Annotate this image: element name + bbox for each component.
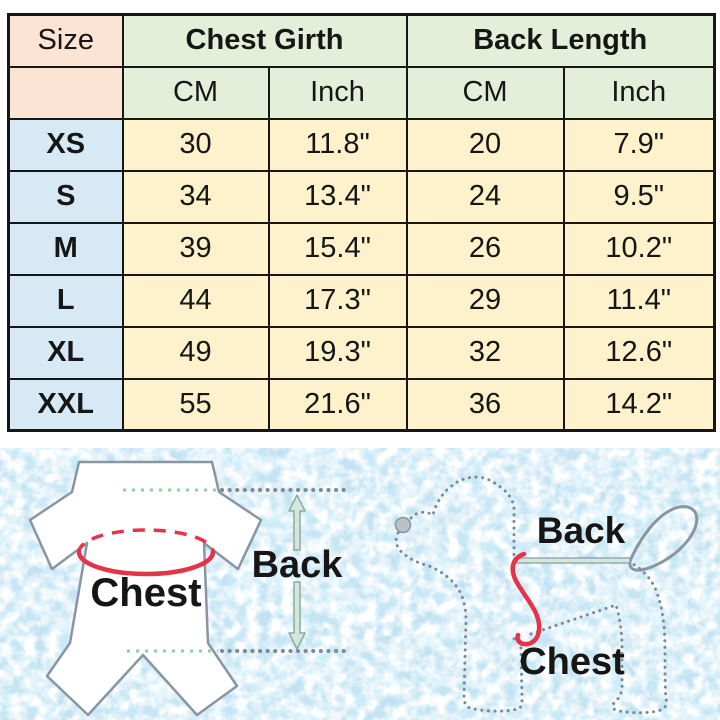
size-label-cell: XXL: [7, 377, 124, 432]
chest-inch-cell: 11.8": [267, 117, 408, 172]
dog-back-label: Back: [537, 510, 626, 551]
dog-chest-label: Chest: [519, 641, 625, 683]
back-cm-cell: 20: [405, 117, 565, 172]
dog-tail-outline: [628, 505, 699, 572]
back-inch-cell: 12.6": [562, 325, 716, 380]
size-label-cell: M: [7, 221, 124, 276]
empty-cell: [7, 65, 124, 120]
garment-back-label: Back: [252, 544, 344, 586]
chest-inch-unit-cell: Inch: [267, 65, 408, 120]
back-inch-cell: 10.2": [562, 221, 716, 276]
chest-cm-unit-cell: CM: [121, 65, 270, 120]
chest-cm-cell: 39: [121, 221, 270, 276]
table-units-row: CM Inch CM Inch: [7, 65, 716, 120]
chest-cm-cell: 49: [121, 325, 270, 380]
back-cm-unit-cell: CM: [405, 65, 565, 120]
dog-head-chain: [409, 475, 516, 559]
back-cm-cell: 29: [405, 273, 565, 328]
garment-chest-label: Chest: [90, 571, 201, 615]
chest-inch-cell: 19.3": [267, 325, 408, 380]
size-label-cell: XL: [7, 325, 124, 380]
size-header-cell: Size: [7, 13, 124, 68]
chest-cm-cell: 55: [121, 377, 270, 432]
back-inch-cell: 11.4": [562, 273, 716, 328]
chest-inch-cell: 17.3": [267, 273, 408, 328]
size-label-cell: XS: [7, 117, 124, 172]
garment-outline: [28, 460, 263, 717]
dog-back-measure-bar: [516, 557, 631, 564]
back-arrow-down-icon: [288, 581, 306, 650]
back-cm-cell: 24: [405, 169, 565, 224]
dog-front-chain: [394, 531, 524, 713]
chest-inch-cell: 13.4": [267, 169, 408, 224]
garment-flat-lay: Chest Back: [28, 460, 349, 717]
dog-chest-measure-curve: [510, 551, 542, 647]
chest-girth-header-cell: Chest Girth: [121, 13, 408, 68]
chest-cm-cell: 30: [121, 117, 270, 172]
table-header-row: Size Chest Girth Back Length: [7, 13, 716, 68]
dog-outline: Back Chest: [394, 475, 699, 715]
back-length-header-cell: Back Length: [405, 13, 716, 68]
back-cm-cell: 26: [405, 221, 565, 276]
back-arrow-up-icon: [288, 494, 306, 551]
back-inch-cell: 14.2": [562, 377, 716, 432]
table-row: S 34 13.4" 24 9.5": [7, 169, 716, 224]
size-table: Size Chest Girth Back Length CM Inch CM …: [7, 13, 716, 432]
chest-inch-cell: 15.4": [267, 221, 408, 276]
measurement-diagram: Chest Back Back Chest: [0, 448, 720, 720]
table-row: XXL 55 21.6" 36 14.2": [7, 377, 716, 432]
chest-inch-cell: 21.6": [267, 377, 408, 432]
chest-cm-cell: 44: [121, 273, 270, 328]
size-label-cell: S: [7, 169, 124, 224]
back-cm-cell: 36: [405, 377, 565, 432]
back-inch-cell: 7.9": [562, 117, 716, 172]
back-inch-unit-cell: Inch: [562, 65, 716, 120]
table-row: L 44 17.3" 29 11.4": [7, 273, 716, 328]
size-label-cell: L: [7, 273, 124, 328]
back-inch-cell: 9.5": [562, 169, 716, 224]
table-row: XL 49 19.3" 32 12.6": [7, 325, 716, 380]
table-row: M 39 15.4" 26 10.2": [7, 221, 716, 276]
chest-girth-front-arc: [76, 549, 216, 577]
dog-nose-icon: [394, 516, 412, 534]
chest-cm-cell: 34: [121, 169, 270, 224]
table-row: XS 30 11.8" 20 7.9": [7, 117, 716, 172]
back-cm-cell: 32: [405, 325, 565, 380]
